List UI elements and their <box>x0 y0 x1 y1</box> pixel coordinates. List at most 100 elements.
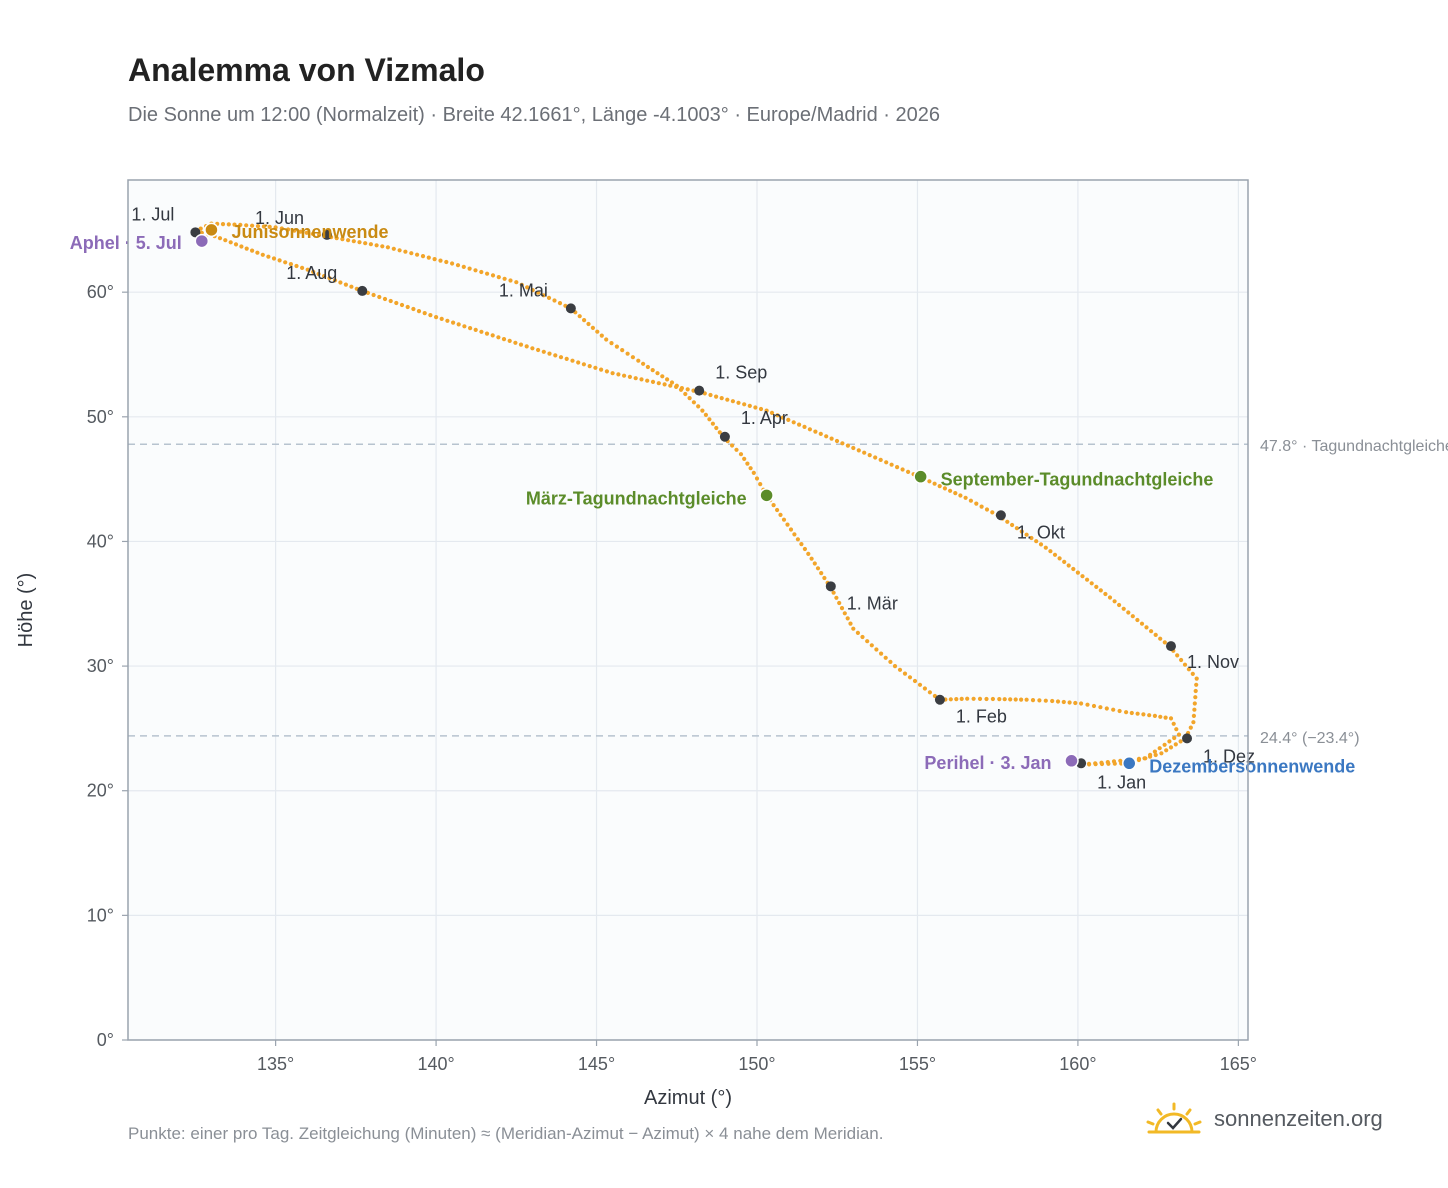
day-point <box>1191 720 1196 725</box>
day-point <box>327 276 332 281</box>
day-point <box>1190 671 1195 677</box>
day-point <box>633 376 638 381</box>
day-point <box>199 230 204 235</box>
sun-logo-icon <box>1146 1102 1202 1134</box>
day-point <box>769 410 775 415</box>
day-point <box>217 236 223 241</box>
day-point <box>582 318 587 323</box>
day-point <box>959 696 964 702</box>
day-point <box>799 542 804 547</box>
day-point <box>298 229 303 234</box>
day-point <box>244 246 249 251</box>
month-marker <box>694 385 705 396</box>
day-point <box>1024 697 1029 702</box>
day-point <box>198 226 203 231</box>
event-label: Perihel · 3. Jan <box>924 753 1051 773</box>
day-point <box>979 504 984 509</box>
day-point <box>519 282 524 287</box>
y-tick-label: 50° <box>87 407 114 427</box>
day-point <box>1091 703 1097 709</box>
day-point <box>1013 697 1018 702</box>
day-point <box>1186 667 1191 672</box>
day-point <box>1135 617 1140 623</box>
day-point <box>1098 588 1103 593</box>
day-point <box>714 425 719 431</box>
day-point <box>674 384 679 389</box>
day-point <box>552 298 557 303</box>
day-point <box>518 342 524 347</box>
day-point <box>1038 542 1044 547</box>
day-point <box>388 298 393 304</box>
month-label: 1. Mär <box>847 593 898 613</box>
day-point <box>725 397 730 402</box>
month-label: 1. Nov <box>1187 652 1239 672</box>
month-label: 1. Aug <box>286 263 337 283</box>
day-point <box>346 238 351 243</box>
brand[interactable]: sonnenzeiten.org <box>1146 1102 1383 1136</box>
day-point <box>948 488 953 493</box>
reference-lines: 47.8° · Tagundnachtgleiche 24.4° (−23.4°) <box>128 438 1448 747</box>
day-point <box>479 329 484 334</box>
reference-line-label: 24.4° (−23.4°) <box>1260 730 1360 747</box>
day-point <box>266 254 271 259</box>
day-point <box>1126 610 1131 615</box>
day-point <box>954 697 959 702</box>
day-point <box>815 566 821 571</box>
day-point <box>1188 725 1193 730</box>
day-point <box>445 318 450 323</box>
day-point <box>371 292 376 298</box>
day-point <box>316 271 321 277</box>
day-point <box>590 325 596 330</box>
day-point <box>791 420 796 425</box>
day-point <box>795 537 801 542</box>
day-point <box>1093 762 1098 767</box>
day-point <box>267 224 272 229</box>
day-point <box>884 460 889 465</box>
day-point <box>351 239 356 244</box>
day-point <box>1193 695 1198 700</box>
day-point <box>895 465 900 470</box>
month-label: 1. Jul <box>131 204 174 224</box>
day-point <box>536 347 541 353</box>
day-point <box>310 231 315 236</box>
day-point <box>734 447 739 452</box>
y-tick-label: 10° <box>87 905 114 925</box>
day-point <box>1094 584 1099 590</box>
day-point <box>239 244 244 249</box>
event-markers: Junisonnenwende Aphel · 5. Jul März-Tagund… <box>70 222 1356 776</box>
day-point <box>1002 697 1007 702</box>
day-point <box>912 678 918 684</box>
day-point <box>409 251 414 256</box>
day-point <box>1179 657 1184 663</box>
day-point <box>1124 710 1129 715</box>
day-point <box>363 241 368 246</box>
day-point <box>403 249 408 254</box>
day-point <box>1029 535 1034 541</box>
x-tick-label: 135° <box>257 1054 294 1074</box>
day-point <box>845 616 850 621</box>
day-point <box>685 387 690 392</box>
day-point <box>467 266 472 271</box>
day-point <box>1050 698 1055 704</box>
x-tick-label: 155° <box>899 1054 936 1074</box>
event-label: September-Tagundnachtgleiche <box>941 470 1214 490</box>
day-point <box>1008 697 1013 702</box>
day-point <box>233 242 239 247</box>
day-point <box>283 260 288 265</box>
day-point <box>802 424 807 429</box>
day-point <box>889 462 894 467</box>
day-point <box>775 413 780 418</box>
day-point <box>564 356 569 361</box>
day-point <box>831 590 836 595</box>
day-point <box>468 326 473 331</box>
day-point <box>937 484 942 489</box>
day-point <box>902 671 908 676</box>
day-point <box>1162 640 1167 645</box>
day-point <box>707 417 712 422</box>
day-point <box>786 417 791 422</box>
day-point <box>261 224 266 229</box>
day-point <box>317 232 322 238</box>
day-point <box>691 400 697 405</box>
day-point <box>1117 708 1122 714</box>
day-point <box>958 493 963 498</box>
